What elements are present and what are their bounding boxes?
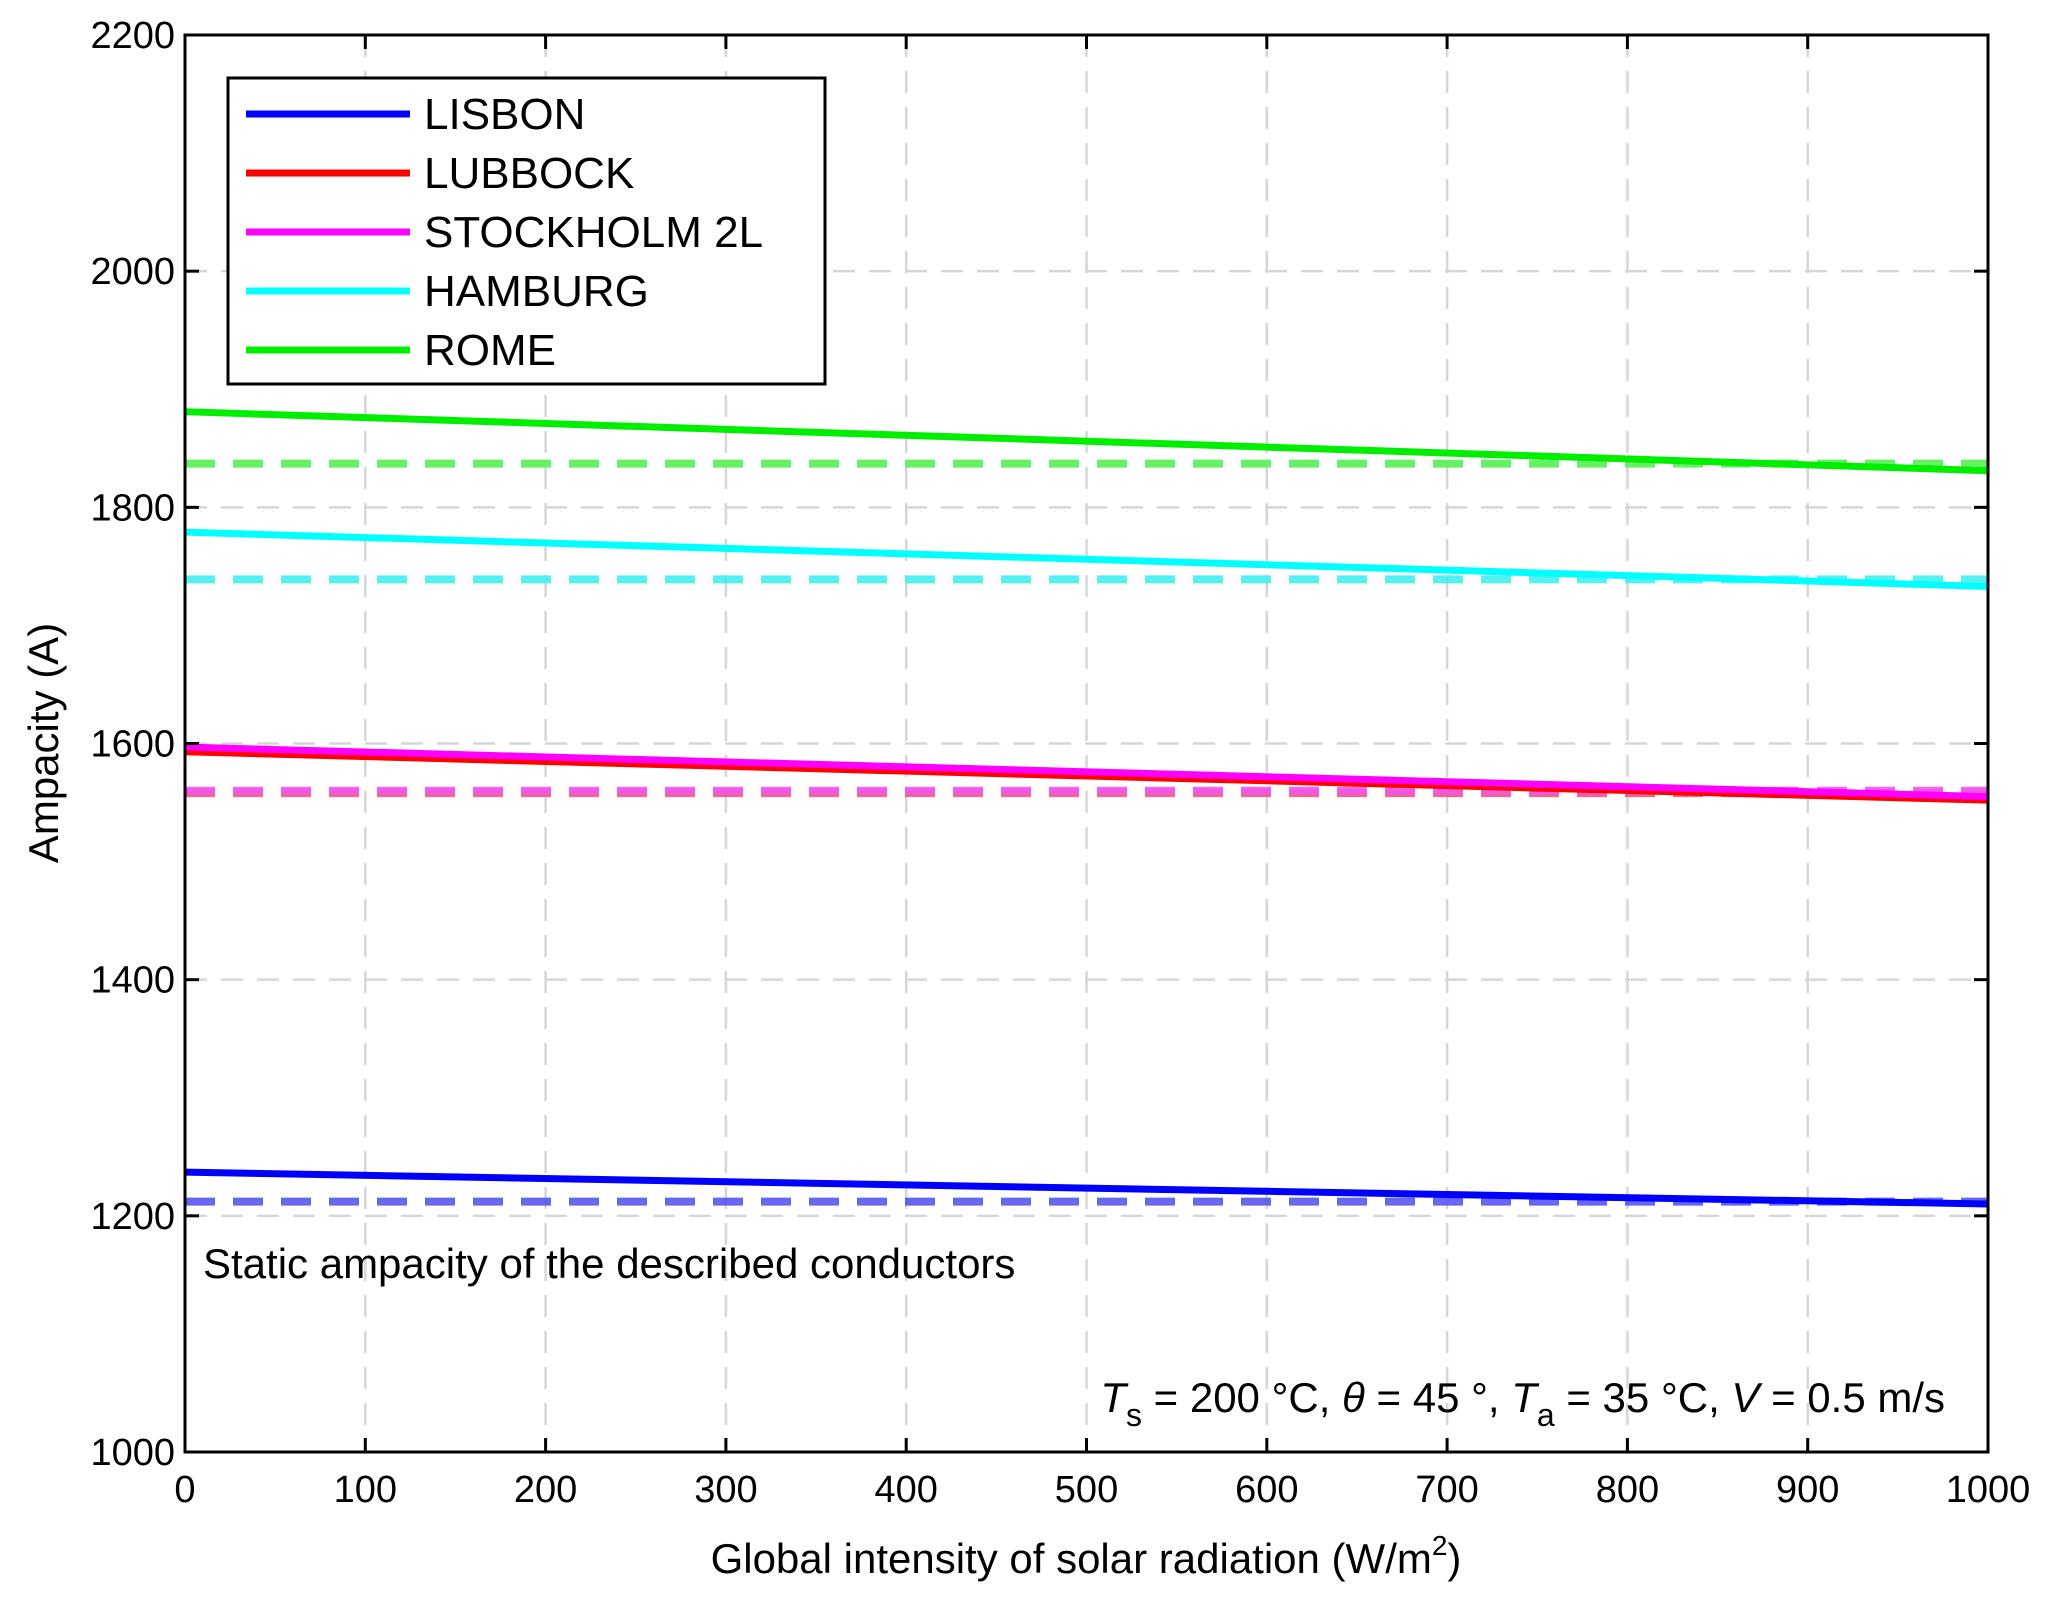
x-tick-label: 400: [874, 1469, 937, 1511]
x-tick-label: 800: [1596, 1469, 1659, 1511]
y-tick-label: 1800: [90, 487, 175, 529]
legend-label: STOCKHOLM 2L: [424, 208, 763, 257]
y-tick-label: 2000: [90, 251, 175, 293]
x-tick-label: 300: [694, 1469, 757, 1511]
x-tick-label: 200: [514, 1469, 577, 1511]
y-tick-label: 1200: [90, 1196, 175, 1238]
legend-label: LISBON: [424, 90, 585, 139]
x-tick-label: 900: [1776, 1469, 1839, 1511]
series-line-lubbock: [184, 748, 1989, 804]
y-axis-label: Ampacity (A): [20, 623, 67, 863]
y-tick-label: 1400: [90, 960, 175, 1002]
x-tick-label: 1000: [1946, 1469, 2031, 1511]
legend-label: HAMBURG: [424, 267, 649, 316]
axis-ticks: [183, 33, 1990, 1454]
x-tick-label: 100: [334, 1469, 397, 1511]
dynamic-ampacity-lines: [184, 408, 1989, 1208]
x-tick-label: 700: [1415, 1469, 1478, 1511]
legend: LISBON LUBBOCK STOCKHOLM 2L HAMBURG ROME: [226, 76, 827, 386]
x-tick-label: 0: [174, 1469, 195, 1511]
x-tick-label: 600: [1235, 1469, 1298, 1511]
series-line-lisbon: [184, 1168, 1989, 1208]
conditions-note: Ts = 200 °C, θ = 45 °, Ta = 35 °C, V = 0…: [1100, 1374, 1945, 1433]
series-line-hamburg: [184, 528, 1989, 590]
y-tick-label: 1000: [90, 1432, 175, 1474]
y-tick-label: 2200: [90, 15, 175, 57]
series-line-stockholm-2l: [184, 743, 1989, 801]
x-axis-label: Global intensity of solar radiation (W/m…: [711, 1530, 1462, 1582]
y-tick-label: 1600: [90, 724, 175, 766]
legend-label: ROME: [424, 326, 556, 375]
tick-labels: 0 100 200 300 400 500 600 700 800 900 1000 1000 1200…: [90, 15, 2030, 1511]
series-line-rome: [184, 408, 1989, 475]
x-tick-label: 500: [1055, 1469, 1118, 1511]
static-note: Static ampacity of the described conduct…: [203, 1240, 1015, 1287]
legend-label: LUBBOCK: [424, 149, 634, 198]
